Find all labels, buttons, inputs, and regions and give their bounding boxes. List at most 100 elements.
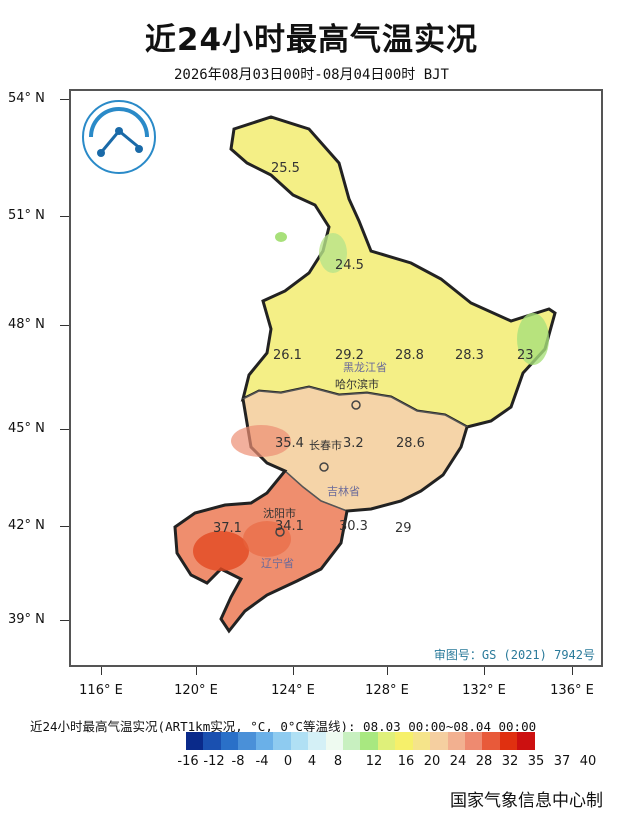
lon-tick	[572, 667, 573, 675]
lat-label-48: 48° N	[8, 317, 45, 332]
station-value: 3.2	[343, 436, 364, 451]
legend-tick: 32	[501, 754, 519, 769]
cool-patch	[319, 233, 347, 273]
legend-tick: 20	[423, 754, 441, 769]
legend-color-cell	[308, 732, 326, 750]
lon-tick	[484, 667, 485, 675]
lat-tick	[60, 216, 69, 217]
lon-tick	[101, 667, 102, 675]
legend-color-cell	[186, 732, 204, 750]
lon-label-124: 124° E	[271, 683, 315, 698]
legend-tick: -12	[203, 754, 225, 769]
legend-tick: 8	[333, 754, 343, 769]
legend-tick: 4	[307, 754, 317, 769]
legend-tick: 40	[579, 754, 597, 769]
legend-tick: 28	[475, 754, 493, 769]
legend-color-cell	[517, 732, 535, 750]
legend-color-cell	[395, 732, 413, 750]
lon-label-116: 116° E	[79, 683, 123, 698]
northeast-border	[173, 398, 469, 634]
map-subtitle: 2026年08月03日00时-08月04日00时 BJT	[173, 67, 449, 83]
lon-label-128: 128° E	[365, 683, 409, 698]
lat-tick	[60, 99, 69, 100]
city-marker	[351, 400, 361, 410]
legend-color-cell	[273, 732, 291, 750]
city-marker	[275, 527, 285, 537]
station-value: 23	[517, 348, 534, 363]
city-label: 哈尔滨市	[335, 378, 379, 391]
hot-patch	[193, 531, 249, 571]
province-label: 黑龙江省	[343, 361, 387, 374]
hot-patch	[231, 425, 291, 457]
temperature-map	[82, 100, 557, 634]
station-value: 29.2	[335, 348, 364, 363]
lon-tick	[387, 667, 388, 675]
city-label: 沈阳市	[263, 507, 296, 520]
station-value: 29	[395, 521, 412, 536]
cma-logo-icon	[82, 100, 156, 174]
legend-tick: -4	[255, 754, 269, 769]
legend-color-cell	[360, 732, 378, 750]
station-value: 26.1	[273, 348, 302, 363]
map-approval-number: 审图号：GS (2021) 7942号	[433, 648, 595, 662]
cool-patch	[517, 313, 549, 365]
legend-tick: 12	[365, 754, 383, 769]
station-value: 35.4	[275, 436, 304, 451]
station-value: 30.3	[339, 519, 368, 534]
station-value: 28.3	[455, 348, 484, 363]
station-value: 24.5	[335, 258, 364, 273]
lon-tick	[196, 667, 197, 675]
lon-tick	[293, 667, 294, 675]
lat-label-39: 39° N	[8, 612, 45, 627]
legend-color-cell	[377, 732, 396, 750]
lon-label-120: 120° E	[174, 683, 218, 698]
legend-caption: 近24小时最高气温实况(ART1km实况, °C, 0°C等温线): 08.03…	[30, 719, 537, 734]
cool-patch	[275, 232, 287, 242]
producer-credit: 国家气象信息中心制	[450, 791, 603, 811]
city-label: 长春市	[309, 439, 342, 452]
legend-color-cell	[325, 732, 343, 750]
legend-color-cell	[465, 732, 483, 750]
lat-tick	[60, 429, 69, 430]
map-frame: 25.5 24.5 26.1 29.2 28.8 28.3 23 35.4 3.…	[69, 89, 603, 667]
lat-tick	[60, 620, 69, 621]
lat-label-42: 42° N	[8, 518, 45, 533]
legend-tick: 16	[397, 754, 415, 769]
legend-tick-labels: -16 -12 -8 -4 0 4 8 12 16 20 24 28 32 35…	[176, 754, 616, 774]
legend-color-cell	[447, 732, 465, 750]
station-value: 34.1	[275, 519, 304, 534]
lat-label-51: 51° N	[8, 208, 45, 223]
legend-color-cell	[203, 732, 221, 750]
hot-patch	[243, 521, 291, 557]
station-value: 28.6	[396, 436, 425, 451]
legend-tick: 24	[449, 754, 467, 769]
lat-tick	[60, 526, 69, 527]
legend-tick: -16	[177, 754, 199, 769]
province-label: 辽宁省	[261, 557, 294, 570]
legend-color-cell	[342, 732, 361, 750]
legend-color-cell	[482, 732, 500, 750]
legend-color-cell	[238, 732, 256, 750]
city-marker	[319, 462, 329, 472]
lat-tick	[60, 325, 69, 326]
station-value: 37.1	[213, 521, 242, 536]
lat-label-45: 45° N	[8, 421, 45, 436]
lat-label-54: 54° N	[8, 91, 45, 106]
map-title: 近24小时最高气温实况	[144, 22, 479, 58]
legend-color-cell	[499, 732, 518, 750]
color-scale-legend	[186, 732, 535, 750]
legend-color-cell	[412, 732, 431, 750]
legend-tick: 0	[283, 754, 293, 769]
station-value: 25.5	[271, 161, 300, 176]
legend-color-cell	[430, 732, 448, 750]
lon-label-132: 132° E	[462, 683, 506, 698]
legend-tick: -8	[231, 754, 245, 769]
legend-tick: 37	[553, 754, 571, 769]
legend-color-cell	[255, 732, 274, 750]
province-label: 吉林省	[327, 485, 360, 498]
legend-color-cell	[290, 732, 309, 750]
legend-color-cell	[220, 732, 239, 750]
lon-label-136: 136° E	[550, 683, 594, 698]
legend-tick: 35	[527, 754, 545, 769]
station-value: 28.8	[395, 348, 424, 363]
